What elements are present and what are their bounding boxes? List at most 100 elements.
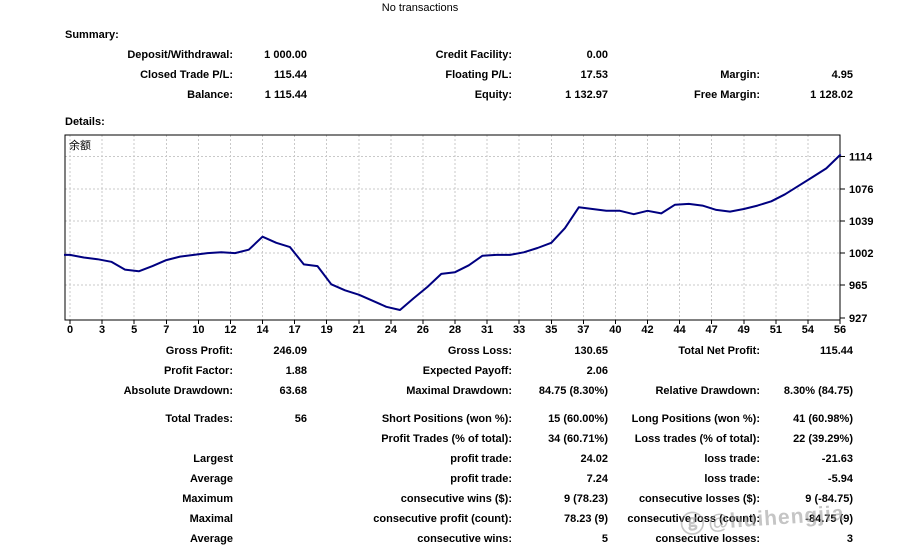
stat-row: Profit Factor: 1.88 Expected Payoff: 2.06 <box>0 361 914 381</box>
stat-row: Absolute Drawdown: 63.68 Maximal Drawdown:… <box>0 381 914 401</box>
stat-label: Average <box>189 533 233 545</box>
x-axis-label: 35 <box>545 324 557 336</box>
x-axis-label: 21 <box>353 324 365 336</box>
x-axis-label: 47 <box>706 324 718 336</box>
balance-line <box>64 153 842 311</box>
x-axis-label: 51 <box>770 324 782 336</box>
stat-label: consecutive loss (count): <box>627 513 760 525</box>
x-axis-label: 33 <box>513 324 525 336</box>
stat-label: profit trade: <box>450 453 512 465</box>
balance-chart-svg: 0 3 5 7 10 12 14 17 19 21 24 26 28 31 33 35 37 40 42 44 47 49… <box>64 134 873 336</box>
stat-label: consecutive wins ($): <box>400 493 512 505</box>
stat-label: profit trade: <box>450 473 512 485</box>
stat-label: Loss trades (% of total): <box>634 433 760 445</box>
y-axis-label: 927 <box>849 313 867 325</box>
stat-label: Maximal Drawdown: <box>406 385 512 397</box>
x-axis-label: 37 <box>577 324 589 336</box>
stat-row: Maximal consecutive profit (count): 78.23 … <box>0 509 914 529</box>
stat-value: 9 (-84.75) <box>805 493 853 505</box>
details-heading: Details: <box>65 116 105 128</box>
stat-value: 15 (60.00%) <box>548 413 608 425</box>
stat-label: Short Positions (won %): <box>381 413 512 425</box>
stat-label: loss trade: <box>704 473 760 485</box>
x-axis-label: 5 <box>131 324 137 336</box>
x-axis-label: 17 <box>288 324 300 336</box>
x-axis-label: 44 <box>673 324 686 336</box>
x-axis-label: 54 <box>802 324 815 336</box>
page-title: No transactions <box>381 2 459 14</box>
stat-value: 22 (39.29%) <box>793 433 853 445</box>
summary-row: Closed Trade P/L: 115.44 Floating P/L: 17.5… <box>0 65 914 85</box>
balance-chart: 0 3 5 7 10 12 14 17 19 21 24 26 28 31 33 35 37 40 42 44 47 49… <box>55 133 914 345</box>
stat-value: 8.30% (84.75) <box>783 385 853 397</box>
plot-border <box>64 134 841 321</box>
summary-label: Free Margin: <box>693 89 760 101</box>
stat-value: 1.88 <box>285 365 307 377</box>
stat-label: Average <box>189 473 233 485</box>
summary-label: Balance: <box>187 89 233 101</box>
y-axis-label: 1114 <box>849 151 873 163</box>
summary-value: 115.44 <box>273 69 307 81</box>
x-axis-label: 7 <box>163 324 169 336</box>
stat-label: loss trade: <box>704 453 760 465</box>
stat-value: 115.44 <box>819 345 853 357</box>
stat-label: Gross Profit: <box>165 345 233 357</box>
series-label: 余额 <box>69 138 91 152</box>
stat-label: consecutive profit (count): <box>373 513 512 525</box>
stat-label: consecutive wins: <box>417 533 512 545</box>
stat-row: Maximum consecutive wins ($): 9 (78.23) con… <box>0 489 914 509</box>
y-axis-label: 1039 <box>849 216 873 228</box>
summary-label: Credit Facility: <box>435 49 512 61</box>
x-axis-label: 12 <box>224 324 236 336</box>
x-axis-label: 49 <box>738 324 750 336</box>
stat-value: 130.65 <box>574 345 608 357</box>
stat-value: 5 <box>601 533 608 545</box>
summary-row: Deposit/Withdrawal: 1 000.00 Credit Facili… <box>0 45 914 65</box>
stat-label: consecutive losses ($): <box>638 493 760 505</box>
stat-value: 24.02 <box>580 453 608 465</box>
y-axis-label: 1076 <box>849 184 873 196</box>
x-axis-label: 10 <box>192 324 204 336</box>
stat-label: Long Positions (won %): <box>631 413 760 425</box>
stat-value: 84.75 (8.30%) <box>538 385 608 397</box>
stat-label: Profit Factor: <box>163 365 233 377</box>
x-axis-label: 31 <box>481 324 493 336</box>
stat-value: -84.75 (9) <box>805 513 853 525</box>
watermark-text: @huihengjia <box>707 501 846 535</box>
summary-value: 4.95 <box>831 69 853 81</box>
summary-label: Equity: <box>474 89 512 101</box>
summary-row: Balance: 1 115.44 Equity: 1 132.97 Free Marg… <box>0 85 914 105</box>
stat-value: -5.94 <box>827 473 853 485</box>
watermark-logo-icon: ⓖ <box>679 510 707 540</box>
stat-label: consecutive losses: <box>655 533 760 545</box>
stat-row: Profit Trades (% of total): 34 (60.71%) Lo… <box>0 429 914 449</box>
stat-value: 246.09 <box>273 345 307 357</box>
stat-label: Gross Loss: <box>447 345 512 357</box>
x-axis-label: 24 <box>385 324 398 336</box>
summary-heading: Summary: <box>65 29 119 41</box>
summary-value: 1 132.97 <box>565 89 608 101</box>
stat-row: Gross Profit: 246.09 Gross Loss: 130.65 Tota… <box>0 341 914 361</box>
stat-value: 56 <box>294 413 307 425</box>
x-axis-label: 26 <box>417 324 429 336</box>
stat-value: 41 (60.98%) <box>793 413 853 425</box>
stat-value: -21.63 <box>821 453 853 465</box>
x-axis-label: 40 <box>609 324 621 336</box>
summary-label: Closed Trade P/L: <box>140 69 233 81</box>
stat-label: Maximum <box>182 493 233 505</box>
summary-label: Deposit/Withdrawal: <box>127 49 233 61</box>
stat-value: 34 (60.71%) <box>548 433 608 445</box>
x-axis-label: 3 <box>99 324 105 336</box>
summary-value: 17.53 <box>580 69 608 81</box>
stat-label: Largest <box>193 453 233 465</box>
stat-label: Maximal <box>189 513 233 525</box>
y-axis-label: 965 <box>849 280 867 292</box>
x-axis-label: 19 <box>321 324 333 336</box>
stat-row: Total Trades: 56 Short Positions (won %): 1… <box>0 409 914 429</box>
y-axis-label: 1002 <box>849 248 873 260</box>
summary-value: 1 128.02 <box>810 89 853 101</box>
x-axis-label: 0 <box>67 324 73 336</box>
